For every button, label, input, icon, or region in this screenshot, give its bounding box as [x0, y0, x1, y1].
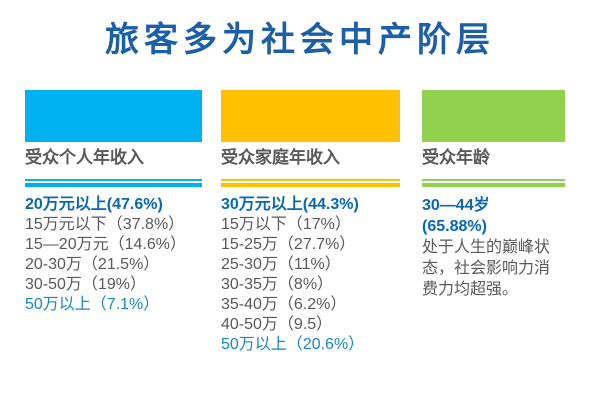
list-item: 50万以上（20.6%） — [221, 336, 365, 353]
list-item: 35-40万（6.2%） — [221, 296, 347, 313]
column-age: 受众年龄 30—44岁 (65.88%) 处于人生的巅峰状态，社会影响力消费力均超强… — [422, 90, 565, 300]
column-personal-income: 受众个人年收入 20万元以上(47.6%) 15万元以下（37.8%） 15—20万… — [25, 90, 202, 315]
column-family-income: 受众家庭年收入 30万元以上(44.3%) 15万以下（17%） 15-25万（27… — [221, 90, 400, 355]
list-item: 20万元以上(47.6%) — [25, 196, 163, 213]
list-item: (65.88%) — [422, 218, 487, 235]
list-item: 15-25万（27.7%） — [221, 236, 356, 253]
accent-bar-green — [422, 90, 565, 142]
divider-thick — [221, 183, 400, 187]
list-item: 30—44岁 — [422, 197, 490, 214]
list-item: 15—20万元（14.6%） — [25, 236, 186, 253]
divider-thick — [422, 183, 565, 187]
income-list-personal: 20万元以上(47.6%) 15万元以下（37.8%） 15—20万元（14.6%）… — [25, 195, 202, 315]
divider-thin — [25, 179, 202, 181]
divider-thin — [422, 179, 565, 181]
list-item: 30-35万（8%） — [221, 276, 334, 293]
list-item: 20-30万（21.5%） — [25, 256, 160, 273]
column-label-family-income: 受众家庭年收入 — [221, 148, 340, 167]
list-item: 15万以下（17%） — [221, 216, 351, 233]
list-item: 30-50万（19%） — [25, 276, 146, 293]
divider-thick — [25, 183, 202, 187]
list-item: 40-50万（9.5） — [221, 316, 333, 333]
divider-thin — [221, 179, 400, 181]
list-item: 30万元以上(44.3%) — [221, 196, 359, 213]
column-label-age: 受众年龄 — [422, 148, 490, 167]
list-item: 15万元以下（37.8%） — [25, 216, 185, 233]
accent-bar-amber — [221, 90, 400, 142]
list-item: 处于人生的巅峰状态，社会影响力消费力均超强。 — [422, 239, 551, 298]
list-item: 50万以上（7.1%） — [25, 296, 160, 313]
age-description-list: 30—44岁 (65.88%) 处于人生的巅峰状态，社会影响力消费力均超强。 — [422, 195, 565, 300]
page-title: 旅客多为社会中产阶层 — [105, 21, 495, 59]
accent-bar-cyan — [25, 90, 202, 142]
income-list-family: 30万元以上(44.3%) 15万以下（17%） 15-25万（27.7%） 25-3… — [221, 195, 400, 355]
column-label-personal-income: 受众个人年收入 — [25, 148, 144, 167]
list-item: 25-30万（11%） — [221, 256, 341, 273]
